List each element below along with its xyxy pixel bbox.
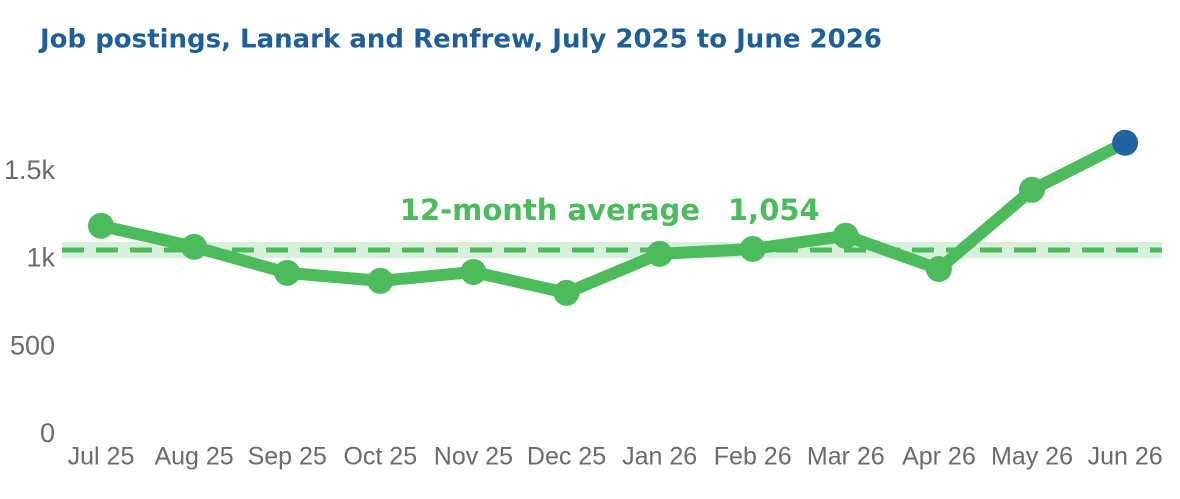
- point: [274, 259, 301, 286]
- point: [1019, 176, 1045, 203]
- point: [646, 240, 673, 267]
- x-tick-label: Dec 25: [527, 443, 606, 471]
- y-tick-label: 1.5k: [4, 155, 56, 185]
- x-tick-label: Feb 26: [714, 443, 792, 471]
- point: [832, 222, 859, 249]
- x-tick-label: Jan 26: [622, 443, 697, 471]
- point: [181, 233, 208, 260]
- point: [367, 267, 394, 294]
- chart-title: Job postings, Lanark and Renfrew, July 2…: [38, 25, 882, 55]
- point: [460, 258, 487, 285]
- x-tick-label: Nov 25: [434, 443, 513, 471]
- x-tick-label: Oct 25: [343, 443, 417, 471]
- point: [925, 255, 952, 282]
- x-tick-label: Apr 26: [902, 443, 976, 471]
- x-tick-label: Jun 26: [1088, 443, 1163, 471]
- average-label: 12-month average: [400, 193, 700, 227]
- y-tick-label: 1k: [26, 243, 55, 273]
- series-line: [99, 137, 1128, 299]
- y-tick-label: 500: [10, 330, 55, 360]
- point: [88, 212, 114, 239]
- x-tick-label: Jul 25: [68, 443, 135, 471]
- point: [739, 235, 766, 262]
- point: [553, 279, 580, 306]
- x-tick-label: Sep 25: [248, 443, 327, 471]
- y-tick-label: 0: [40, 418, 55, 448]
- point: [1112, 129, 1139, 156]
- average-value: 1,054: [728, 193, 820, 227]
- x-tick-label: Mar 26: [807, 443, 885, 471]
- x-tick-label: Aug 25: [154, 443, 233, 471]
- x-tick-label: May 26: [991, 443, 1073, 471]
